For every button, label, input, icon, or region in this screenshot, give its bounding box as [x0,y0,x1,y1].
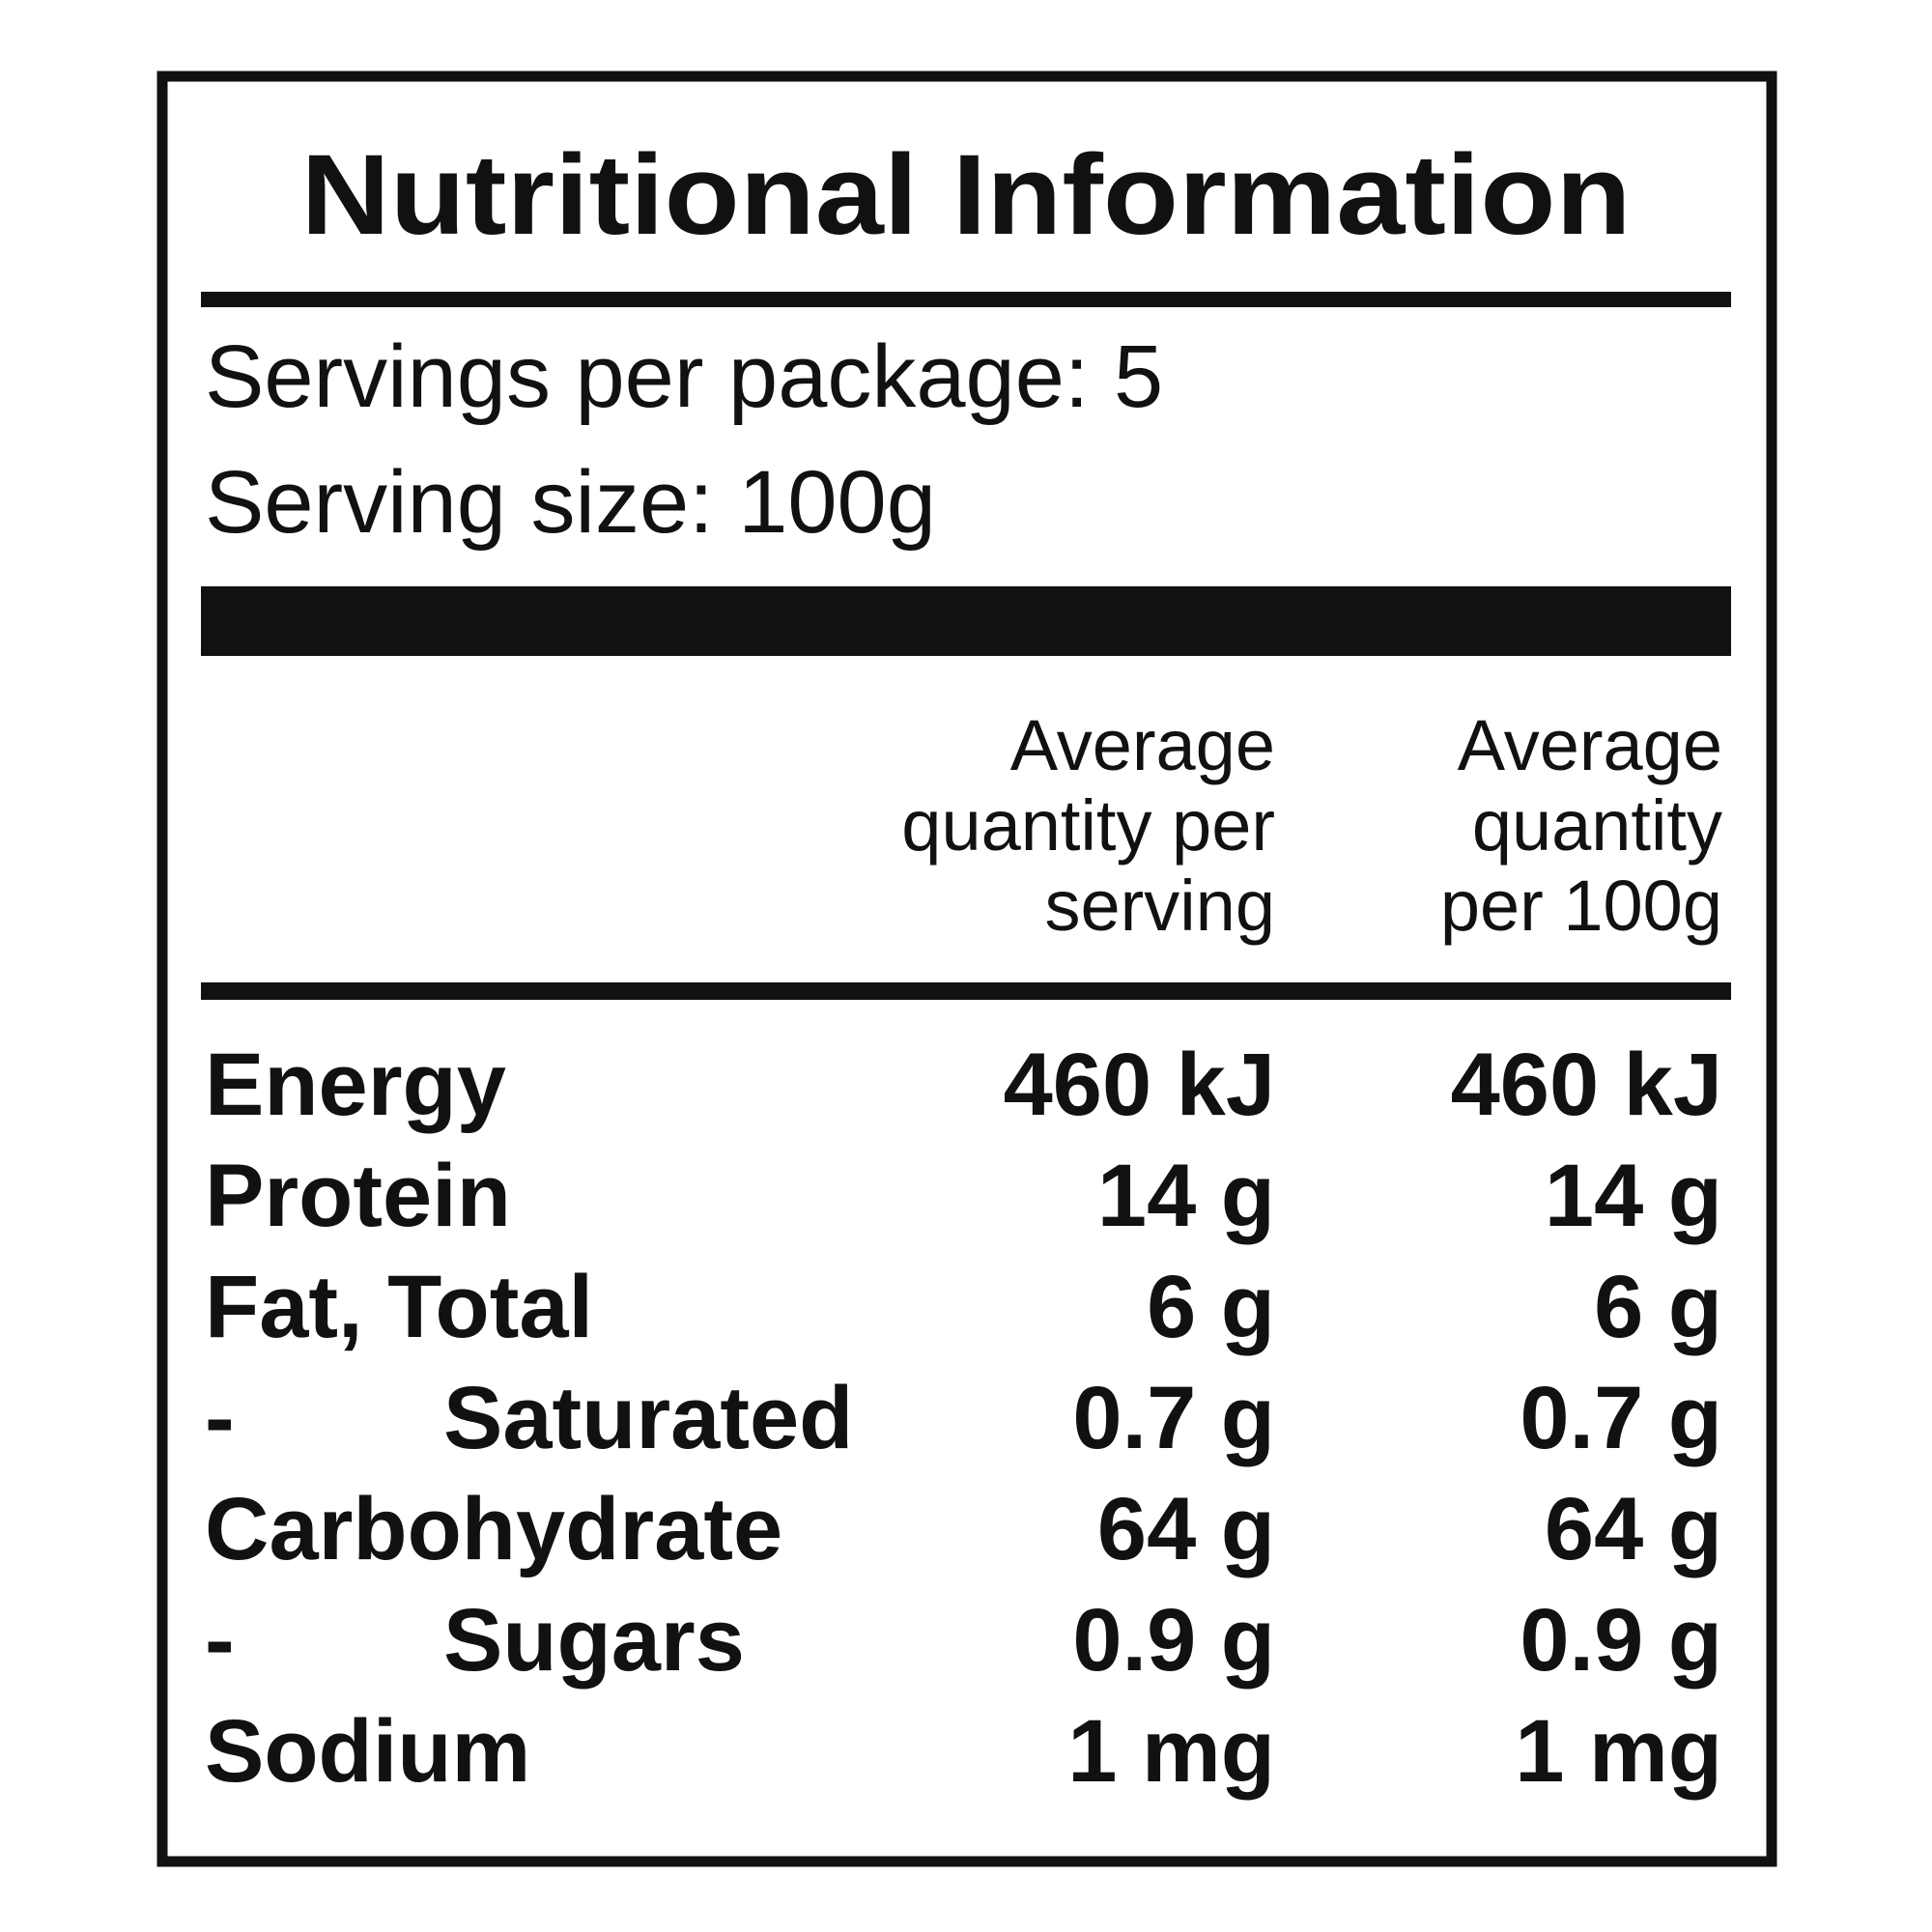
rule [201,292,1731,307]
per-serving: 6 g [1147,1258,1275,1356]
border [156,71,1777,1867]
per-100g: 14 g [1545,1147,1722,1245]
per-100g: 1 mg [1515,1702,1722,1801]
column-header: quantity per [901,785,1275,866]
per-100g: 6 g [1594,1258,1722,1356]
row-label: Fat, Total [205,1258,593,1356]
row-label: Sodium [205,1702,530,1801]
per-serving: 460 kJ [1004,1036,1275,1134]
column-header: quantity [1472,785,1722,866]
per-100g: 460 kJ [1451,1036,1722,1134]
per-100g: 0.7 g [1520,1369,1722,1467]
per-serving: 64 g [1097,1480,1275,1578]
column-header: serving [1044,866,1275,946]
per-serving: 0.7 g [1072,1369,1275,1467]
row-label: Saturated [443,1369,853,1467]
thick-bar [201,586,1731,656]
row-label: Protein [205,1147,511,1245]
per-100g: 0.9 g [1520,1591,1722,1690]
per-serving: 0.9 g [1072,1591,1275,1690]
rule [201,982,1731,1000]
row-marker: - [205,1591,235,1690]
serving-size: Serving size: 100g [205,453,936,552]
per-100g: 64 g [1545,1480,1722,1578]
per-serving: 1 mg [1067,1702,1275,1801]
column-header: Average [1010,705,1275,785]
row-label: Carbohydrate [205,1480,782,1578]
per-serving: 14 g [1097,1147,1275,1245]
column-header: Average [1458,705,1722,785]
row-label: Sugars [443,1591,745,1690]
row-label: Energy [205,1036,506,1134]
column-header: per 100g [1440,866,1722,946]
row-marker: - [205,1369,235,1467]
servings-per-package: Servings per package: 5 [205,327,1163,426]
title: Nutritional Information [301,131,1632,259]
